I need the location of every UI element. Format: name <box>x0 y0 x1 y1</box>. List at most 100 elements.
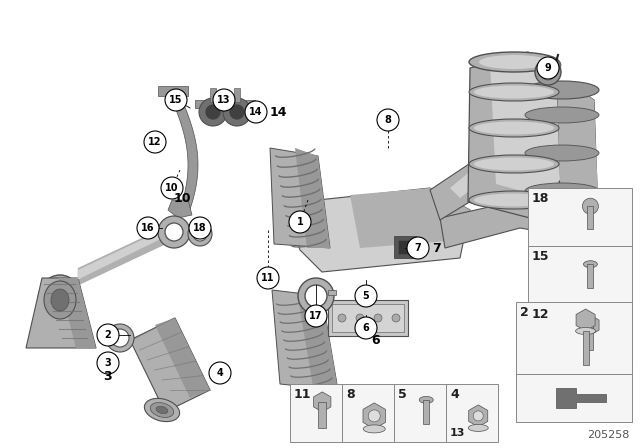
Text: 2: 2 <box>104 330 111 340</box>
Text: 18: 18 <box>532 192 549 205</box>
Ellipse shape <box>474 121 554 134</box>
Ellipse shape <box>474 194 554 207</box>
Circle shape <box>229 104 245 120</box>
Polygon shape <box>468 52 560 218</box>
Polygon shape <box>524 82 598 230</box>
Circle shape <box>106 324 134 352</box>
Bar <box>290 384 342 442</box>
Ellipse shape <box>525 145 599 161</box>
Bar <box>588 325 593 350</box>
Polygon shape <box>556 388 605 408</box>
Text: 10: 10 <box>165 183 179 193</box>
Ellipse shape <box>156 406 168 414</box>
Polygon shape <box>58 278 96 348</box>
Text: 4: 4 <box>216 368 223 378</box>
Polygon shape <box>130 318 210 412</box>
Ellipse shape <box>468 424 488 431</box>
Text: 5: 5 <box>363 291 369 301</box>
Polygon shape <box>576 309 595 331</box>
Ellipse shape <box>525 183 599 199</box>
Circle shape <box>392 314 400 322</box>
Bar <box>423 400 429 424</box>
Text: 6: 6 <box>363 323 369 333</box>
Bar <box>528 246 632 304</box>
Ellipse shape <box>575 327 596 335</box>
Circle shape <box>355 317 377 339</box>
Bar <box>328 290 336 295</box>
Circle shape <box>97 352 119 374</box>
Polygon shape <box>168 90 198 210</box>
Text: 16: 16 <box>141 223 155 233</box>
Bar <box>588 264 593 288</box>
Circle shape <box>137 217 159 239</box>
Ellipse shape <box>469 83 559 101</box>
Text: 3: 3 <box>104 358 111 368</box>
Polygon shape <box>270 148 330 248</box>
Text: 11: 11 <box>261 273 275 283</box>
Circle shape <box>305 305 327 327</box>
Text: 1: 1 <box>296 217 303 227</box>
Circle shape <box>144 131 166 153</box>
Ellipse shape <box>469 155 559 173</box>
Circle shape <box>377 109 399 131</box>
Bar <box>398 240 412 254</box>
Ellipse shape <box>44 281 76 319</box>
Text: 4: 4 <box>450 388 459 401</box>
Circle shape <box>111 329 129 347</box>
Text: 8: 8 <box>346 388 355 401</box>
Text: 11: 11 <box>294 388 312 401</box>
Polygon shape <box>490 52 560 196</box>
Text: 14: 14 <box>249 107 263 117</box>
Polygon shape <box>545 82 598 210</box>
Ellipse shape <box>479 55 549 69</box>
Text: 18: 18 <box>193 223 207 233</box>
Circle shape <box>199 98 227 126</box>
Bar <box>528 304 632 362</box>
Bar <box>342 384 394 442</box>
Bar <box>394 384 446 442</box>
Circle shape <box>97 324 119 346</box>
Circle shape <box>368 410 380 422</box>
Polygon shape <box>430 120 590 220</box>
Polygon shape <box>297 292 338 390</box>
Polygon shape <box>155 318 210 398</box>
Circle shape <box>338 314 346 322</box>
Polygon shape <box>450 120 590 198</box>
Text: 12: 12 <box>148 137 162 147</box>
Circle shape <box>289 211 311 233</box>
Polygon shape <box>363 403 385 429</box>
Circle shape <box>305 285 327 307</box>
Circle shape <box>193 227 207 241</box>
Polygon shape <box>314 392 331 412</box>
Circle shape <box>551 60 561 70</box>
Text: 2: 2 <box>520 306 529 319</box>
Ellipse shape <box>38 275 82 325</box>
Polygon shape <box>468 405 488 427</box>
Text: 8: 8 <box>385 115 392 125</box>
Circle shape <box>374 314 382 322</box>
Bar <box>588 206 593 228</box>
Text: 9: 9 <box>545 63 552 73</box>
Ellipse shape <box>469 191 559 209</box>
Bar <box>582 331 589 365</box>
Bar <box>446 384 498 442</box>
Bar <box>328 300 408 336</box>
Ellipse shape <box>419 396 433 403</box>
Text: 5: 5 <box>398 388 407 401</box>
Text: 15: 15 <box>169 95 183 105</box>
Circle shape <box>165 223 183 241</box>
Polygon shape <box>290 188 470 272</box>
Polygon shape <box>26 278 96 348</box>
Ellipse shape <box>474 86 554 99</box>
Ellipse shape <box>145 398 180 422</box>
Ellipse shape <box>469 52 559 72</box>
Text: 10: 10 <box>173 191 191 204</box>
Text: 13: 13 <box>217 95 231 105</box>
Bar <box>210 88 216 102</box>
Ellipse shape <box>51 289 69 311</box>
Circle shape <box>189 217 211 239</box>
Circle shape <box>407 237 429 259</box>
Circle shape <box>356 314 364 322</box>
Text: 13: 13 <box>450 428 465 438</box>
Polygon shape <box>440 200 590 248</box>
